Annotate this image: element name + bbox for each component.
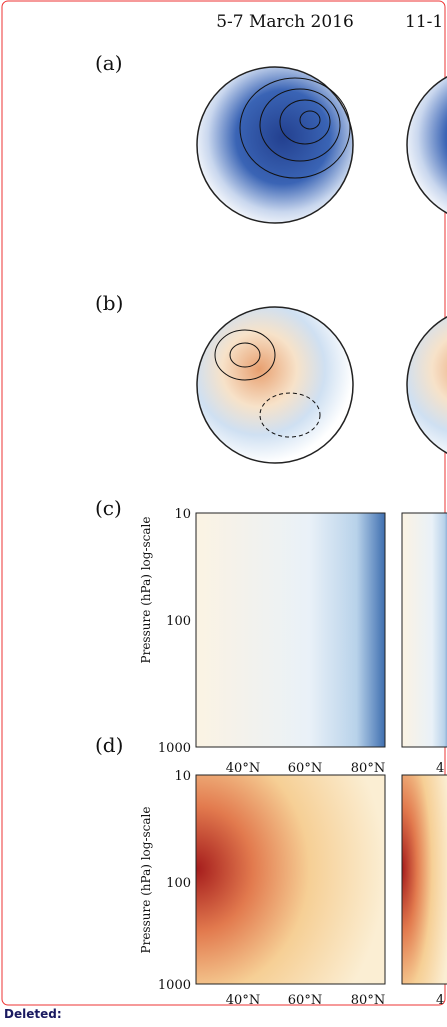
- y-tick-label: 1000: [158, 741, 191, 756]
- panel-label: (d): [95, 733, 123, 757]
- y-tick-label: 10: [174, 769, 191, 784]
- column-title: 11-1: [405, 12, 443, 32]
- y-tick-label: 1000: [158, 978, 191, 993]
- x-tick-label: 80°N: [351, 761, 385, 776]
- polar-map: [196, 306, 354, 464]
- polar-map: [196, 66, 354, 224]
- plot-area: [401, 774, 447, 985]
- polar-map: [406, 316, 447, 454]
- x-tick-label: 4: [436, 993, 444, 1008]
- panel-label: (b): [95, 291, 123, 315]
- change-note: Deleted:: [4, 1007, 62, 1021]
- plot-area: [195, 774, 386, 985]
- contours: [239, 77, 351, 179]
- y-axis-label: Pressure (hPa) log-scale: [139, 807, 153, 954]
- plot-area: [401, 512, 447, 748]
- x-tick-label: 60°N: [288, 993, 322, 1008]
- x-tick-label: 4: [436, 761, 444, 776]
- change-border: [1, 0, 446, 1006]
- contours: [214, 329, 321, 438]
- y-tick-label: 100: [166, 614, 191, 629]
- y-tick-label: 100: [166, 876, 191, 891]
- column-title: 5-7 March 2016: [216, 12, 354, 32]
- panel-label: (c): [95, 496, 122, 520]
- y-tick-label: 10: [174, 507, 191, 522]
- x-tick-label: 60°N: [288, 761, 322, 776]
- x-tick-label: 40°N: [226, 761, 260, 776]
- polar-map: [406, 76, 447, 214]
- x-tick-label: 40°N: [226, 993, 260, 1008]
- panel-label: (a): [95, 51, 123, 75]
- plot-area: [195, 512, 386, 748]
- y-axis-label: Pressure (hPa) log-scale: [139, 517, 153, 664]
- x-tick-label: 80°N: [351, 993, 385, 1008]
